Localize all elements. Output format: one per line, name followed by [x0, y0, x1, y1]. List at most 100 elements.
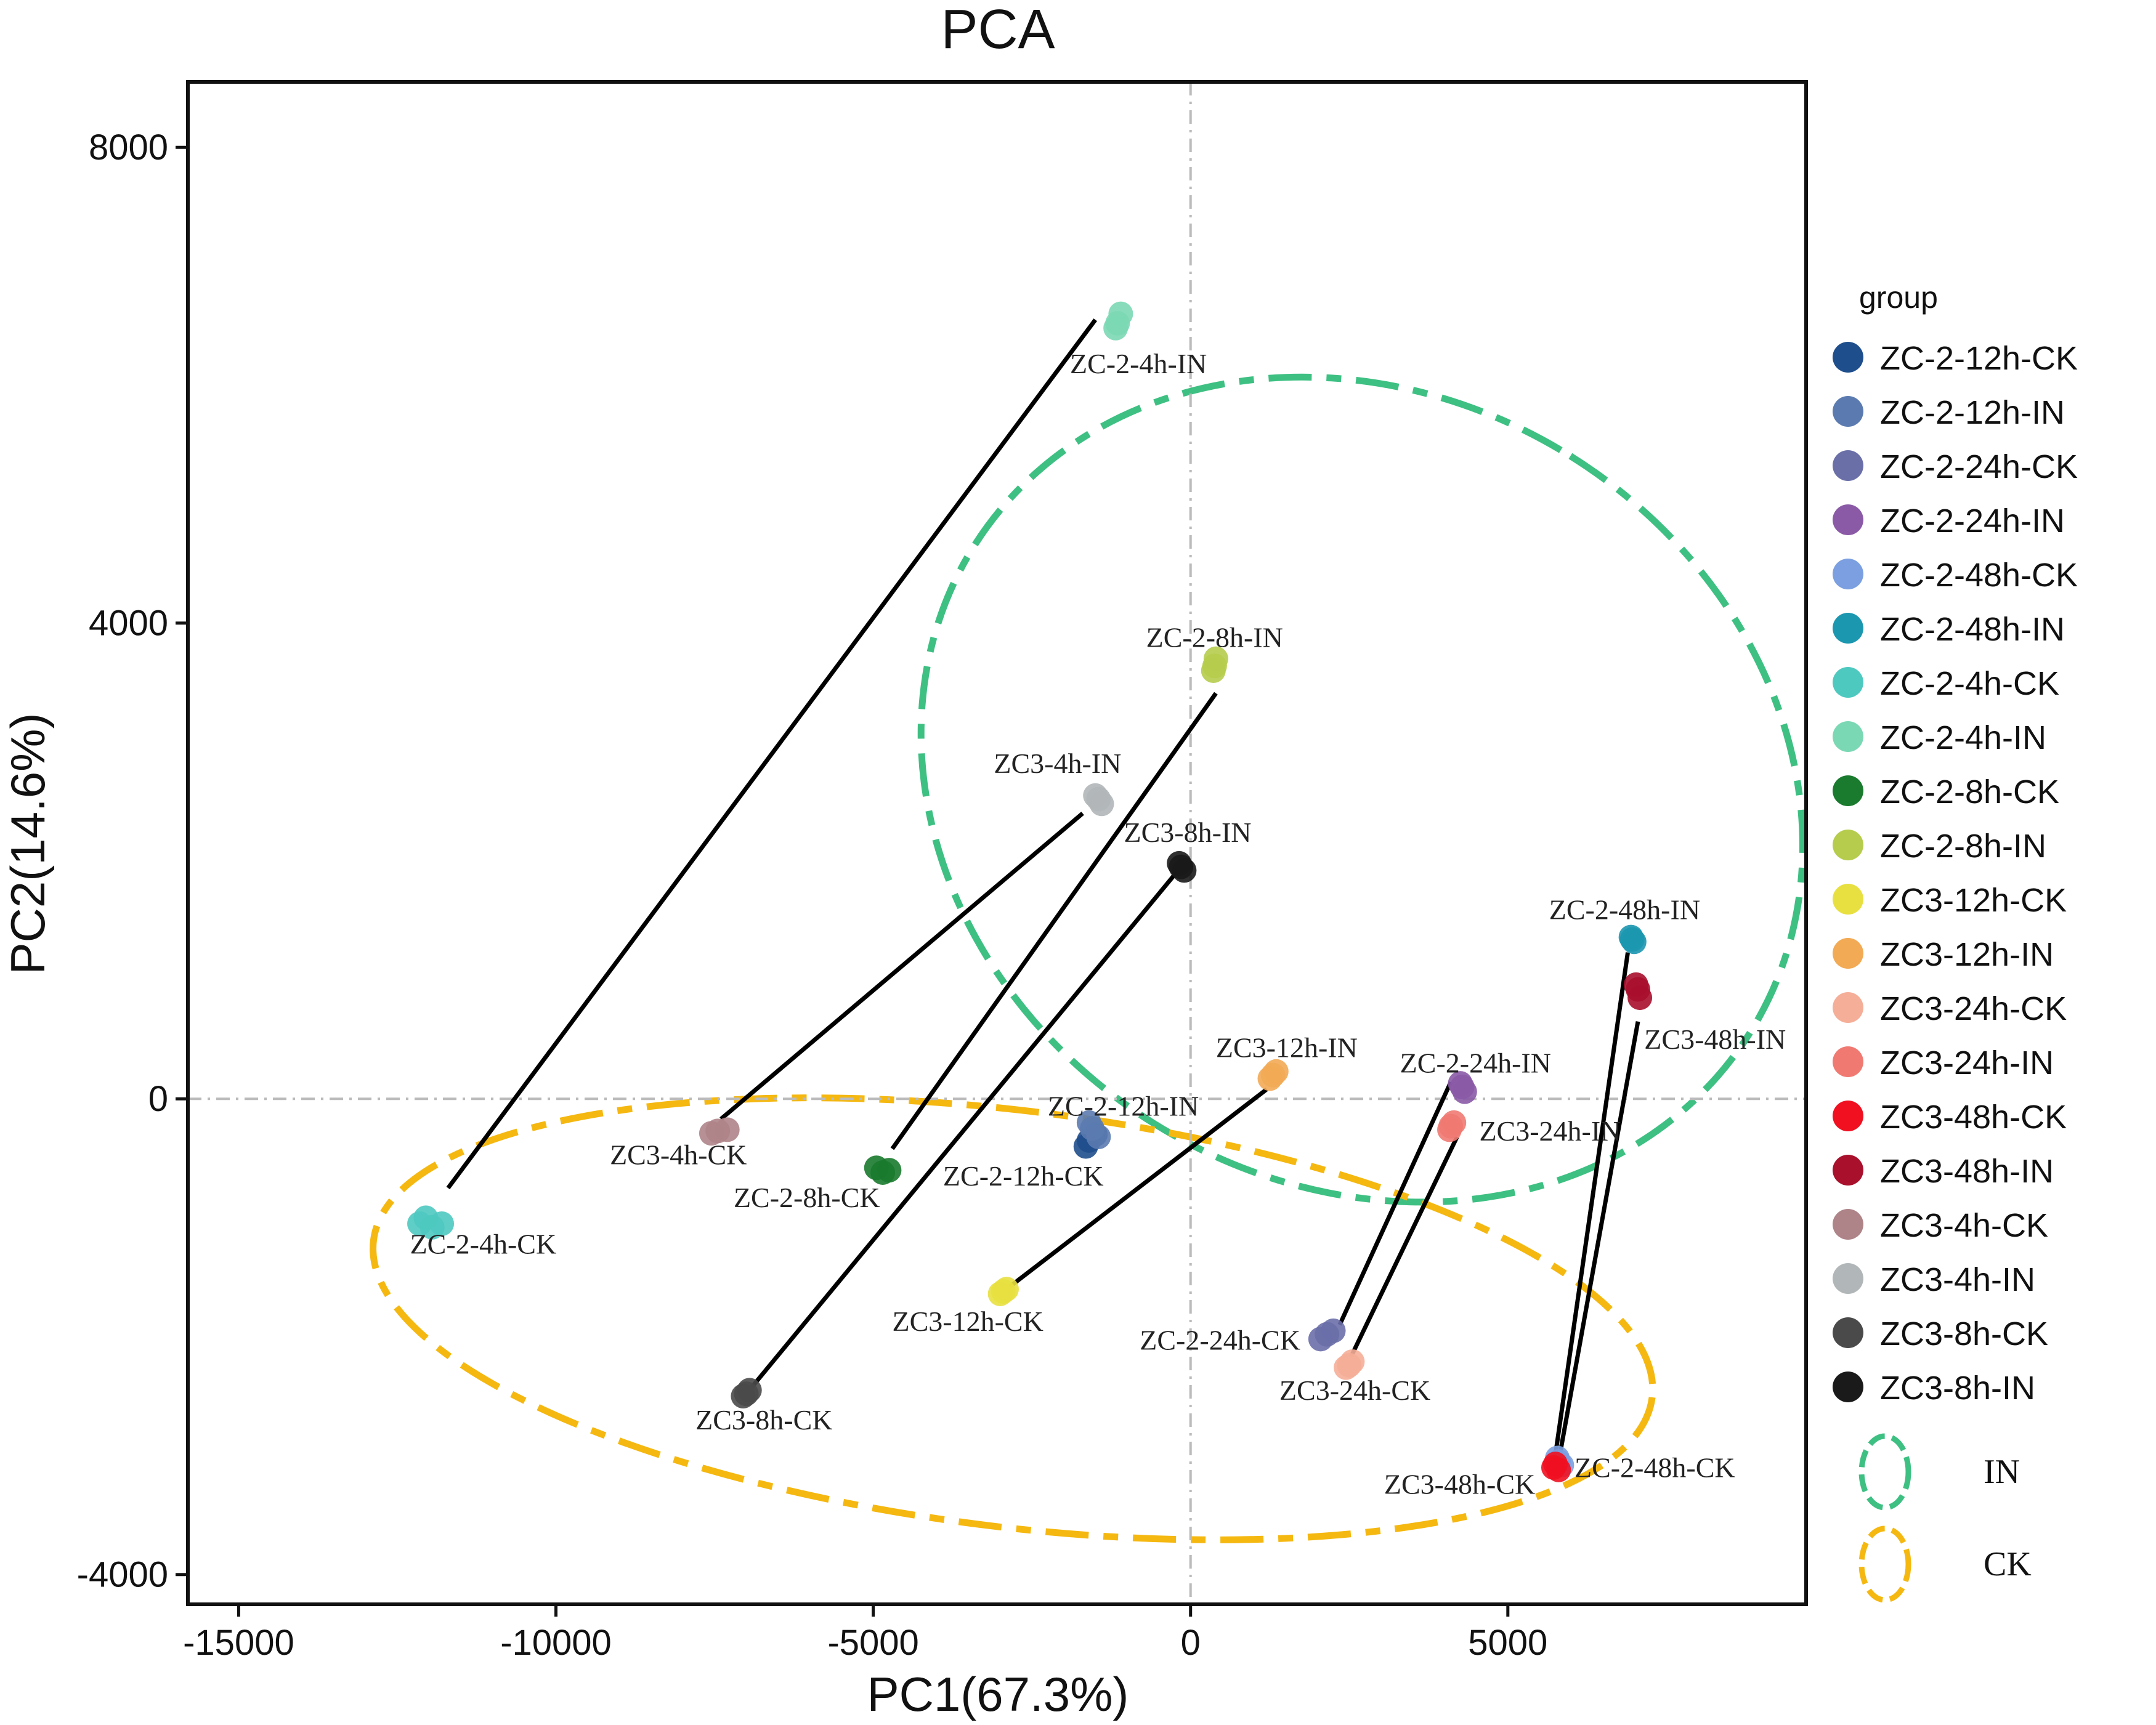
label-zc-2-8h-ck: ZC-2-8h-CK — [734, 1182, 880, 1213]
x-tick-label-4: 5000 — [1468, 1623, 1547, 1663]
point-labels: ZC-2-4h-IN ZC-2-8h-IN ZC3-4h-IN ZC3-8h-IN ZC… — [410, 348, 1786, 1500]
y-tick-label-1: 0 — [148, 1079, 168, 1119]
legend-label-zc3-12h-ck: ZC3-12h-CK — [1880, 882, 2067, 919]
label-zc-2-12h-ck: ZC-2-12h-CK — [943, 1160, 1104, 1192]
point-zc3-48h-in-3 — [1623, 972, 1648, 997]
pair-line-3 — [890, 692, 1218, 1150]
label-zc-2-48h-ck: ZC-2-48h-CK — [1574, 1452, 1735, 1483]
legend-label-zc3-24h-ck: ZC3-24h-CK — [1880, 990, 2067, 1027]
point-zc3-12h-in-3 — [1257, 1066, 1283, 1091]
legend-key-zc-2-4h-ck — [1833, 667, 1863, 698]
label-zc3-8h-ck: ZC3-8h-CK — [695, 1404, 832, 1436]
point-zc3-48h-ck-3 — [1543, 1452, 1568, 1477]
legend-ellipse-key-in — [1858, 1433, 1911, 1511]
legend-label-zc-2-8h-ck: ZC-2-8h-CK — [1880, 774, 2059, 810]
legend-key-zc3-4h-in — [1833, 1263, 1863, 1294]
legend-ellipse-label-in: IN — [1984, 1453, 2020, 1491]
point-zc-2-8h-ck-3 — [870, 1160, 896, 1185]
legend-label-zc-2-24h-in: ZC-2-24h-IN — [1880, 503, 2065, 539]
point-zc3-4h-in-3 — [1083, 783, 1108, 808]
legend-key-zc-2-8h-in — [1833, 830, 1863, 860]
pair-line-7 — [1347, 1136, 1459, 1362]
legend-key-zc3-4h-ck — [1833, 1209, 1863, 1240]
legend-label-zc-2-48h-in: ZC-2-48h-IN — [1880, 611, 2065, 648]
point-zc-2-8h-in-3 — [1201, 658, 1226, 683]
x-tick-label-2: -5000 — [827, 1623, 918, 1663]
legend-label-zc3-8h-ck: ZC3-8h-CK — [1880, 1315, 2048, 1352]
plot-frame — [186, 80, 1808, 1606]
point-zc3-8h-in-3 — [1167, 850, 1192, 876]
legend-ellipse-key-ck — [1858, 1525, 1911, 1603]
legend-key-zc3-24h-ck — [1833, 992, 1863, 1023]
legend-label-zc-2-12h-in: ZC-2-12h-IN — [1880, 394, 2065, 431]
ellipse-in — [917, 373, 1807, 1206]
pair-line-4 — [744, 865, 1183, 1396]
legend-label-zc-2-8h-in: ZC-2-8h-IN — [1880, 828, 2046, 865]
label-zc3-4h-in: ZC3-4h-IN — [994, 748, 1121, 779]
chart-title: PCA — [941, 0, 1055, 60]
legend-label-zc3-48h-in: ZC3-48h-IN — [1880, 1153, 2054, 1190]
label-zc-2-12h-in: ZC-2-12h-IN — [1048, 1090, 1199, 1121]
ellipse-outline-in — [917, 373, 1807, 1206]
legend-key-zc3-8h-ck — [1833, 1317, 1863, 1348]
legend-ellipse-items: IN CK — [1858, 1433, 2032, 1603]
legend: group ZC-2-12h-CKZC-2-12h-INZC-2-24h-CKZ… — [1833, 280, 2078, 1603]
ellipse-layer — [370, 373, 1807, 1543]
pair-line-5 — [1008, 1087, 1268, 1289]
label-zc3-48h-ck: ZC3-48h-CK — [1384, 1468, 1535, 1500]
pair-line-1 — [446, 318, 1097, 1190]
label-zc-2-24h-ck: ZC-2-24h-CK — [1140, 1325, 1300, 1356]
x-tick-label-1: -10000 — [500, 1623, 612, 1663]
legend-key-zc3-8h-in — [1833, 1372, 1863, 1402]
label-zc3-8h-in: ZC3-8h-IN — [1124, 817, 1252, 848]
y-tick-label-0: -4000 — [77, 1555, 168, 1595]
x-tick-label-0: -15000 — [183, 1623, 294, 1663]
x-axis-label: PC1(67.3%) — [867, 1667, 1129, 1721]
label-zc-2-8h-in: ZC-2-8h-IN — [1146, 621, 1283, 653]
legend-label-zc-2-48h-ck: ZC-2-48h-CK — [1880, 557, 2078, 594]
legend-label-zc-2-4h-ck: ZC-2-4h-CK — [1880, 665, 2059, 702]
legend-key-zc3-12h-in — [1833, 938, 1863, 969]
legend-items: ZC-2-12h-CK ZC-2-12h-IN ZC-2-24h-CK ZC-2-24… — [1833, 340, 2078, 1407]
legend-key-zc-2-8h-ck — [1833, 775, 1863, 806]
point-zc3-12h-ck-3 — [987, 1281, 1013, 1306]
label-zc3-24h-ck: ZC3-24h-CK — [1279, 1375, 1430, 1406]
point-zc-2-4h-ck-4 — [419, 1214, 445, 1240]
label-zc-2-48h-in: ZC-2-48h-IN — [1549, 894, 1700, 926]
legend-key-zc-2-48h-ck — [1833, 559, 1863, 589]
y-tick-label-2: 4000 — [89, 604, 168, 644]
ellipse-outline-ck — [370, 1094, 1656, 1543]
point-zc-2-12h-in-3 — [1076, 1110, 1101, 1135]
label-zc3-48h-in: ZC3-48h-IN — [1644, 1024, 1786, 1055]
label-zc-2-24h-in: ZC-2-24h-IN — [1400, 1048, 1551, 1079]
legend-label-zc3-4h-ck: ZC3-4h-CK — [1880, 1207, 2048, 1244]
label-zc3-4h-ck: ZC3-4h-CK — [610, 1139, 747, 1170]
legend-label-zc3-8h-in: ZC3-8h-IN — [1880, 1370, 2035, 1407]
legend-key-zc3-24h-in — [1833, 1046, 1863, 1077]
point-markers — [407, 301, 1653, 1482]
point-zc-2-48h-in-3 — [1618, 924, 1643, 950]
legend-key-zc-2-12h-in — [1833, 396, 1863, 427]
legend-label-zc-2-12h-ck: ZC-2-12h-CK — [1880, 340, 2078, 377]
legend-key-zc-2-12h-ck — [1833, 342, 1863, 373]
legend-key-zc-2-24h-ck — [1833, 450, 1863, 481]
label-zc3-12h-in: ZC3-12h-IN — [1216, 1032, 1358, 1064]
legend-ellipse-label-ck: CK — [1984, 1545, 2032, 1583]
label-zc3-12h-ck: ZC3-12h-CK — [893, 1306, 1044, 1337]
legend-key-zc-2-48h-in — [1833, 613, 1863, 644]
point-zc-2-24h-ck-3 — [1308, 1327, 1333, 1352]
label-zc-2-4h-ck: ZC-2-4h-CK — [410, 1228, 557, 1259]
legend-label-zc-2-4h-in: ZC-2-4h-IN — [1880, 719, 2046, 756]
pair-line-9 — [1551, 952, 1630, 1468]
x-axis-ticks: -15000 -10000 -5000 0 5000 — [183, 1604, 1547, 1663]
legend-label-zc3-48h-ck: ZC3-48h-CK — [1880, 1099, 2067, 1136]
y-tick-label-3: 8000 — [89, 127, 168, 168]
point-zc3-4h-ck-3 — [699, 1121, 724, 1146]
point-zc-2-24h-in-3 — [1448, 1071, 1473, 1096]
label-zc-2-4h-in: ZC-2-4h-IN — [1070, 348, 1207, 379]
x-tick-label-3: 0 — [1181, 1623, 1201, 1663]
label-zc3-24h-in: ZC3-24h-IN — [1479, 1115, 1621, 1147]
legend-key-zc3-48h-ck — [1833, 1101, 1863, 1131]
point-zc3-24h-ck-3 — [1334, 1355, 1359, 1380]
ellipse-ck — [370, 1094, 1656, 1543]
